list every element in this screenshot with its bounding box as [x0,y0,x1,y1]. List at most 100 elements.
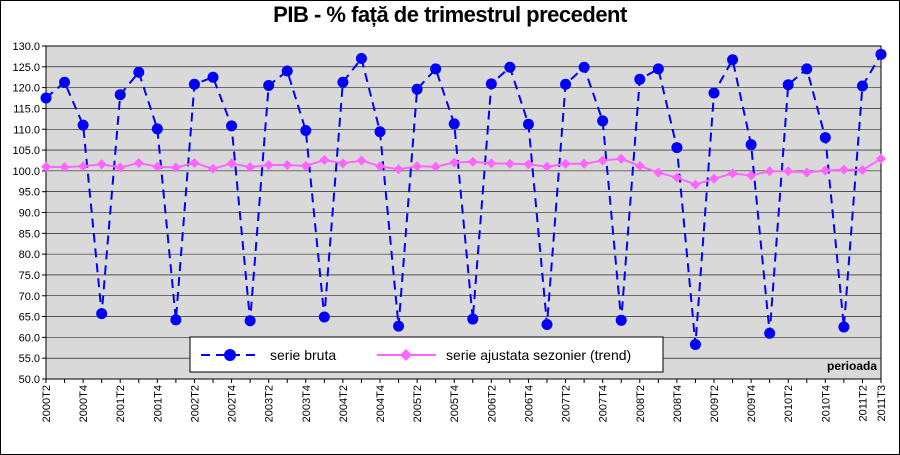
data-point-trend [337,158,348,169]
data-point-trend [282,160,293,171]
data-point-bruta [597,115,609,127]
x-tick-label: 2003T2 [264,385,276,422]
data-point-trend [690,179,701,190]
legend-label-trend: serie ajustata sezonier (trend) [446,347,631,363]
data-point-trend [41,161,51,172]
data-point-bruta [485,78,497,90]
x-tick-label: 2006T2 [486,385,498,422]
x-tick-label: 2008T2 [635,385,647,422]
legend-marker-trend [400,349,412,361]
data-point-bruta [411,83,423,95]
x-tick-label: 2008T4 [672,385,684,422]
data-point-bruta [819,132,831,144]
data-point-trend [634,160,645,171]
data-point-trend [208,163,218,174]
data-point-bruta [151,123,163,135]
data-point-bruta [652,63,664,75]
y-tick-label: 80.0 [19,249,40,261]
data-point-trend [579,158,590,169]
x-axis-label: perioada [827,359,877,373]
x-tick-label: 2005T4 [449,385,461,422]
x-tick-label: 2000T4 [78,385,90,422]
data-point-trend [115,162,126,173]
data-point-trend [746,170,757,181]
data-point-trend [597,155,608,166]
data-point-trend [727,168,738,179]
x-tick-label: 2001T4 [152,385,164,422]
data-point-bruta [188,78,200,90]
data-point-bruta [615,314,627,326]
data-point-trend [857,165,868,176]
y-tick-label: 115.0 [13,103,40,115]
data-point-trend [430,161,441,172]
data-point-bruta [40,92,52,104]
data-point-bruta [727,54,739,66]
data-point-trend [412,161,423,172]
data-point-bruta [374,126,386,138]
data-point-bruta [393,320,405,332]
series-line-1 [45,53,882,345]
y-tick-label: 85.0 [19,228,40,240]
data-point-trend [375,161,385,172]
data-point-bruta [263,80,275,92]
data-point-bruta [467,313,479,325]
data-point-trend [486,158,497,169]
data-point-bruta [801,63,813,75]
data-point-trend [820,165,831,176]
data-point-trend [876,153,886,164]
data-point-bruta [838,321,850,333]
y-tick-label: 65.0 [19,312,40,324]
data-point-bruta [782,79,794,91]
y-tick-label: 125.0 [12,62,40,74]
data-point-bruta [244,315,256,327]
data-point-bruta [578,61,590,73]
data-point-bruta [318,311,330,323]
data-point-bruta [745,139,757,151]
data-point-trend [838,164,849,175]
data-point-bruta [114,89,126,101]
data-point-bruta [96,308,108,320]
data-point-trend [449,157,460,168]
data-point-trend [764,166,775,177]
x-tick-label: 2003T4 [301,385,313,422]
x-tick-label: 2002T2 [189,385,201,422]
data-point-bruta [541,318,553,330]
data-point-bruta [430,63,442,75]
x-tick-label: 2006T4 [523,385,535,422]
data-point-bruta [207,71,219,83]
y-tick-label: 55.0 [19,353,40,365]
data-point-trend [393,164,404,175]
data-point-trend [189,157,200,168]
data-point-trend [59,162,70,173]
data-point-trend [300,160,311,171]
data-point-bruta [448,118,460,130]
x-tick-label: 2000T2 [41,385,53,422]
data-point-trend [801,167,812,178]
data-point-trend [467,156,478,167]
data-point-trend [133,157,144,168]
y-tick-label: 110.0 [13,124,40,136]
data-point-trend [504,158,515,169]
y-tick-label: 100.0 [12,166,40,178]
x-tick-label: 2004T4 [375,385,387,422]
data-point-trend [152,161,163,172]
data-point-bruta [226,120,238,132]
data-point-bruta [856,80,868,92]
data-point-bruta [300,124,312,136]
data-point-bruta [504,61,516,73]
x-tick-label: 2004T2 [338,385,350,422]
x-tick-label: 2011T3 [876,385,888,422]
data-point-bruta [281,65,293,77]
data-point-trend [245,162,256,173]
data-point-trend [96,159,107,170]
x-tick-label: 2011T2 [857,385,869,422]
data-point-bruta [875,48,887,60]
x-tick-label: 2010T4 [820,385,832,422]
data-point-bruta [634,73,646,85]
data-point-trend [542,161,552,172]
data-point-trend [170,162,181,173]
x-tick-label: 2001T2 [115,385,127,422]
y-tick-label: 50.0 [19,374,40,386]
x-tick-label: 2009T2 [709,385,721,422]
data-point-trend [319,155,330,166]
